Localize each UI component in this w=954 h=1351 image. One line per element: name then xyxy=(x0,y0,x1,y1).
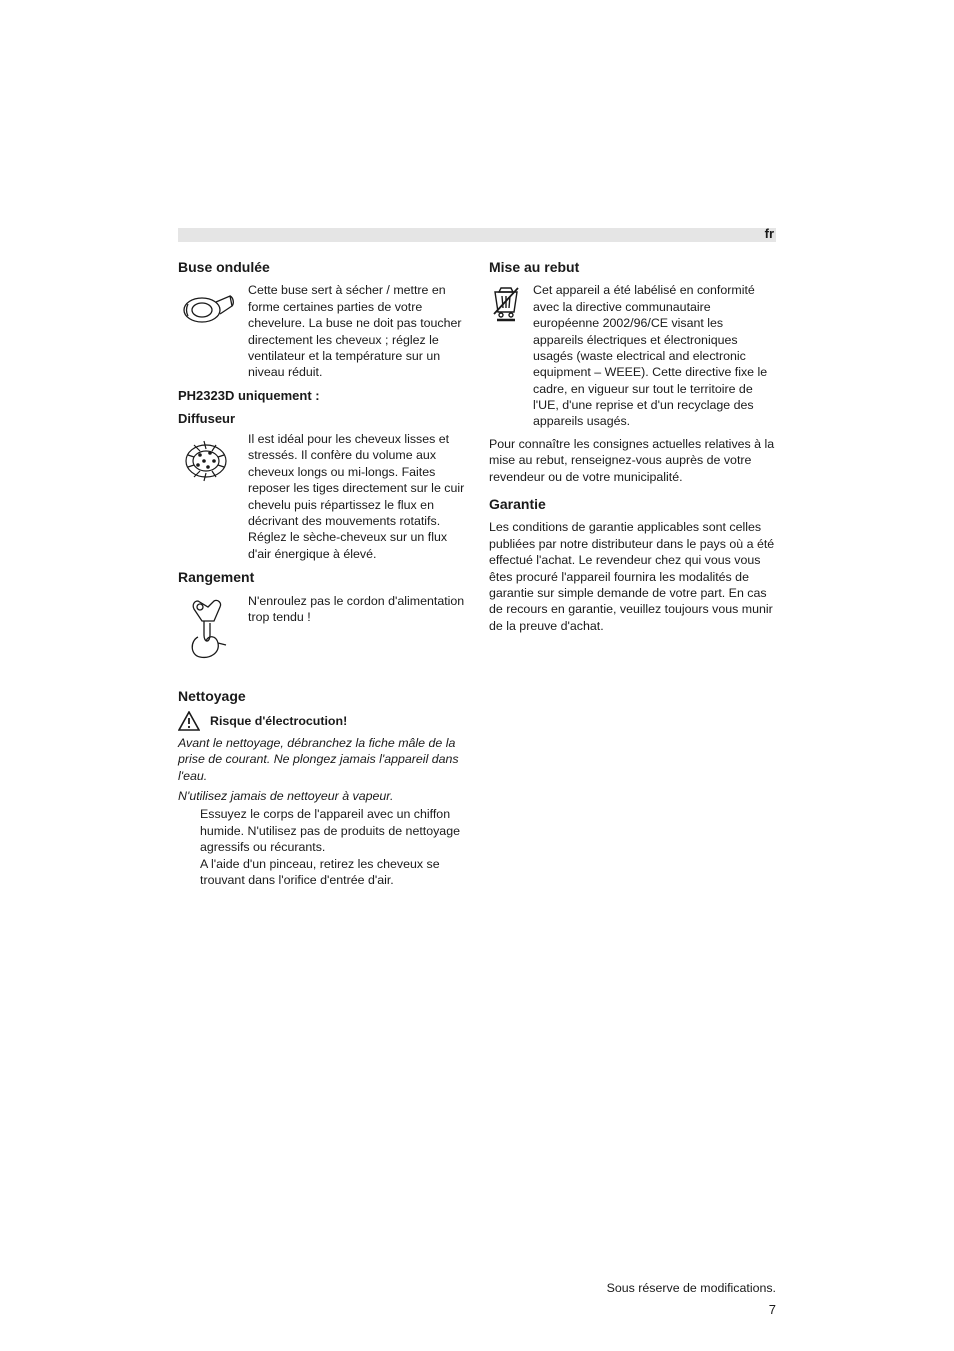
left-column: Buse ondulée Cette buse sert à sécher / … xyxy=(178,254,465,888)
nettoyage-italic2: N'utilisez jamais de nettoyeur à vapeur. xyxy=(178,788,465,804)
mise-after: Pour connaître les consignes actuelles r… xyxy=(489,436,776,485)
rangement-block: N'enroulez pas le cordon d'alimentation … xyxy=(178,593,465,673)
storage-icon xyxy=(178,593,238,673)
nettoyage-italic1: Avant le nettoyage, débranchez la fiche … xyxy=(178,735,465,784)
heading-mise: Mise au rebut xyxy=(489,258,776,276)
language-label: fr xyxy=(765,227,776,241)
footer: Sous réserve de modifications. xyxy=(178,1281,776,1295)
page: fr Buse ondulée Cette xyxy=(0,0,954,1351)
content-columns: Buse ondulée Cette buse sert à sécher / … xyxy=(178,254,776,888)
buse-text: Cette buse sert à sécher / mettre en for… xyxy=(248,282,465,380)
heading-garantie: Garantie xyxy=(489,495,776,513)
rangement-text: N'enroulez pas le cordon d'alimentation … xyxy=(248,593,465,673)
mise-text: Cet appareil a été labélisé en conformit… xyxy=(533,282,776,429)
diffuseur-text: Il est idéal pour les cheveux lisses et … xyxy=(248,431,465,562)
page-number: 7 xyxy=(769,1302,776,1317)
heading-diffuseur: Diffuseur xyxy=(178,410,465,427)
heading-nettoyage: Nettoyage xyxy=(178,687,465,705)
warning-icon xyxy=(178,711,200,731)
buse-block: Cette buse sert à sécher / mettre en for… xyxy=(178,282,465,380)
diffuser-icon xyxy=(178,431,238,562)
nettoyage-body2: A l'aide d'un pinceau, retirez les cheve… xyxy=(178,856,465,889)
heading-buse: Buse ondulée xyxy=(178,258,465,276)
diffuseur-block: Il est idéal pour les cheveux lisses et … xyxy=(178,431,465,562)
header-bar xyxy=(178,228,776,242)
nettoyage-body1: Essuyez le corps de l'appareil avec un c… xyxy=(178,806,465,855)
heading-rangement: Rangement xyxy=(178,568,465,586)
garantie-text: Les conditions de garantie applicables s… xyxy=(489,519,776,634)
nozzle-icon xyxy=(178,282,238,380)
weee-icon xyxy=(489,282,523,429)
footer-note: Sous réserve de modifications. xyxy=(607,1281,776,1295)
mise-block: Cet appareil a été labélisé en conformit… xyxy=(489,282,776,429)
model-note: PH2323D uniquement : xyxy=(178,387,465,404)
right-column: Mise au rebut xyxy=(489,254,776,888)
warning-label: Risque d'électrocution! xyxy=(210,713,347,729)
warning-row: Risque d'électrocution! xyxy=(178,711,465,731)
